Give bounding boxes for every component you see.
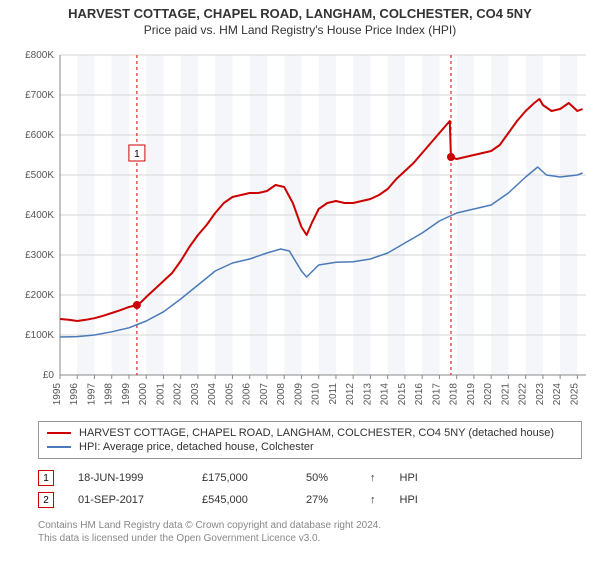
- price-chart: £0 £100K £200K £300K £400K £500K £600K £700K £80…: [10, 45, 590, 415]
- legend-label: HARVEST COTTAGE, CHAPEL ROAD, LANGHAM, C…: [79, 427, 554, 439]
- svg-text:1995: 1995: [52, 383, 63, 406]
- svg-text:£0: £0: [43, 370, 55, 381]
- svg-text:2006: 2006: [242, 383, 253, 406]
- legend-item: HARVEST COTTAGE, CHAPEL ROAD, LANGHAM, C…: [47, 426, 573, 440]
- svg-text:1998: 1998: [104, 383, 115, 406]
- svg-text:£600K: £600K: [25, 130, 54, 141]
- svg-text:£100K: £100K: [25, 330, 54, 341]
- transactions-table: 1 18-JUN-1999 £175,000 50% ↑ HPI 2 01-SEP-2017 £…: [38, 467, 582, 511]
- svg-text:1999: 1999: [121, 383, 132, 406]
- transaction-price: £175,000: [202, 472, 282, 484]
- svg-text:2008: 2008: [276, 383, 287, 406]
- svg-text:2005: 2005: [224, 383, 235, 406]
- svg-text:2022: 2022: [518, 383, 529, 406]
- svg-text:1: 1: [134, 149, 140, 160]
- legend-swatch: [47, 432, 71, 434]
- svg-text:2013: 2013: [362, 383, 373, 406]
- svg-text:2012: 2012: [345, 383, 356, 406]
- transaction-suffix: HPI: [400, 494, 418, 506]
- transaction-pct: 27%: [306, 494, 346, 506]
- svg-text:2010: 2010: [311, 383, 322, 406]
- page-subtitle: Price paid vs. HM Land Registry's House …: [0, 23, 600, 37]
- svg-text:2002: 2002: [173, 383, 184, 406]
- svg-text:2017: 2017: [431, 383, 442, 406]
- footer: Contains HM Land Registry data © Crown c…: [38, 519, 582, 545]
- transaction-date: 01-SEP-2017: [78, 494, 178, 506]
- svg-text:£800K: £800K: [25, 50, 54, 61]
- footer-line-1: Contains HM Land Registry data © Crown c…: [38, 519, 582, 532]
- svg-text:1997: 1997: [86, 383, 97, 406]
- svg-text:2000: 2000: [138, 383, 149, 406]
- legend-swatch: [47, 446, 71, 448]
- legend: HARVEST COTTAGE, CHAPEL ROAD, LANGHAM, C…: [38, 421, 582, 459]
- transaction-price: £545,000: [202, 494, 282, 506]
- svg-text:2016: 2016: [414, 383, 425, 406]
- legend-label: HPI: Average price, detached house, Colc…: [79, 441, 314, 453]
- svg-text:2014: 2014: [380, 383, 391, 406]
- transaction-marker: 2: [38, 492, 54, 508]
- svg-text:£700K: £700K: [25, 90, 54, 101]
- arrow-up-icon: ↑: [370, 472, 376, 484]
- page-title: HARVEST COTTAGE, CHAPEL ROAD, LANGHAM, C…: [0, 6, 600, 21]
- svg-text:£200K: £200K: [25, 290, 54, 301]
- svg-text:2021: 2021: [500, 383, 511, 406]
- svg-text:2009: 2009: [293, 383, 304, 406]
- svg-text:2001: 2001: [155, 383, 166, 406]
- svg-text:2024: 2024: [552, 383, 563, 406]
- footer-line-2: This data is licensed under the Open Gov…: [38, 532, 582, 545]
- svg-text:2025: 2025: [569, 383, 580, 406]
- svg-text:2004: 2004: [207, 383, 218, 406]
- transaction-row: 1 18-JUN-1999 £175,000 50% ↑ HPI: [38, 467, 582, 489]
- svg-text:2015: 2015: [397, 383, 408, 406]
- transaction-suffix: HPI: [400, 472, 418, 484]
- svg-text:£500K: £500K: [25, 170, 54, 181]
- svg-text:2011: 2011: [328, 383, 339, 405]
- transaction-pct: 50%: [306, 472, 346, 484]
- arrow-up-icon: ↑: [370, 494, 376, 506]
- svg-text:2003: 2003: [190, 383, 201, 406]
- transaction-date: 18-JUN-1999: [78, 472, 178, 484]
- svg-text:2018: 2018: [449, 383, 460, 406]
- transaction-row: 2 01-SEP-2017 £545,000 27% ↑ HPI: [38, 489, 582, 511]
- svg-text:2020: 2020: [483, 383, 494, 406]
- svg-text:2019: 2019: [466, 383, 477, 406]
- svg-text:£300K: £300K: [25, 250, 54, 261]
- transaction-marker: 1: [38, 470, 54, 486]
- svg-text:1996: 1996: [69, 383, 80, 406]
- legend-item: HPI: Average price, detached house, Colc…: [47, 440, 573, 454]
- svg-text:£400K: £400K: [25, 210, 54, 221]
- svg-text:2007: 2007: [259, 383, 270, 406]
- svg-text:2023: 2023: [535, 383, 546, 406]
